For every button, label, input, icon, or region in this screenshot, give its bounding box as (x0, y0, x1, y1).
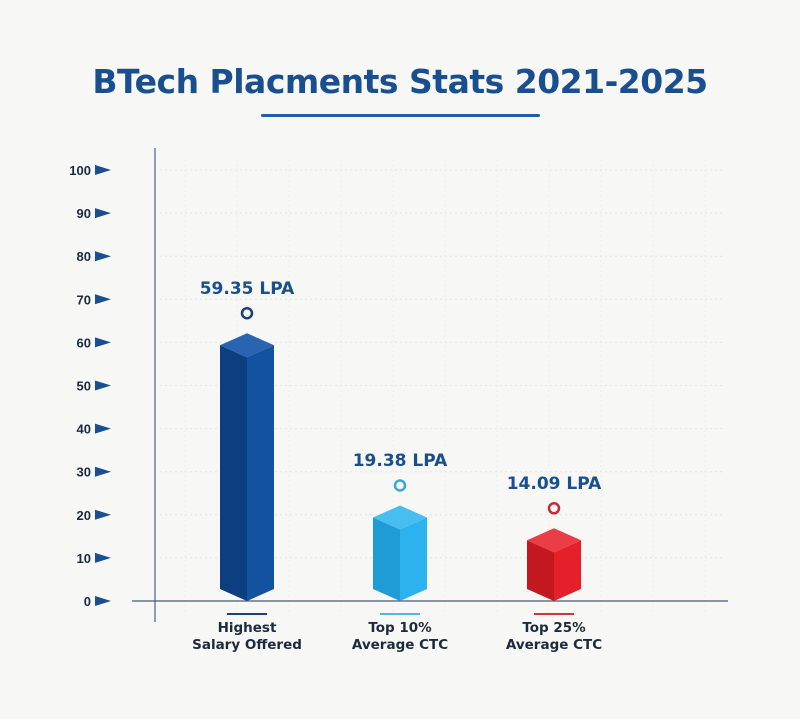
y-tick-label: 0 (84, 594, 91, 609)
bar-left-face (527, 540, 554, 601)
marker-circle-icon (547, 502, 561, 515)
category-color-line (380, 613, 420, 615)
tick-arrow-icon (95, 596, 111, 606)
bar-top-face (220, 333, 274, 358)
y-tick-label: 90 (77, 206, 91, 221)
tick-arrow-icon (95, 251, 111, 262)
y-tick-label: 50 (77, 379, 91, 394)
category-label-line2: Salary Offered (192, 637, 302, 653)
marker-circle-icon (393, 479, 407, 492)
bar-right-face (554, 540, 581, 601)
bars (220, 306, 581, 601)
title-underline (261, 114, 540, 117)
bar-right-face (247, 345, 274, 601)
tick-arrow-icon (95, 165, 111, 175)
category-label-line2: Average CTC (351, 637, 449, 653)
tick-arrow-icon (95, 337, 111, 348)
bar-left-face (220, 345, 247, 601)
x-category-label: Highest Salary Offered (167, 620, 327, 654)
y-tick-label: 40 (77, 422, 91, 437)
category-label-line2: Average CTC (505, 637, 603, 653)
axes (132, 148, 728, 622)
y-tick-label: 60 (77, 335, 91, 350)
y-axis-ticks: 0 10 20 30 40 50 60 70 80 90 100 (69, 163, 111, 609)
bar-top-face (373, 505, 427, 530)
tick-arrow-icon (95, 466, 111, 477)
y-tick-label: 70 (77, 292, 91, 307)
tick-arrow-icon (95, 208, 111, 219)
category-label-line1: Top 10% (368, 620, 432, 636)
x-category-label: Top 10% Average CTC (320, 620, 480, 654)
value-label: 59.35 LPA (199, 279, 295, 300)
tick-arrow-icon (95, 552, 111, 563)
value-label: 19.38 LPA (352, 451, 448, 472)
marker-circle-icon (240, 306, 254, 320)
bar-top-face (527, 528, 581, 553)
category-color-line (227, 613, 267, 615)
chart-title: BTech Placments Stats 2021-2025 (92, 62, 708, 101)
grid-lines (160, 160, 725, 615)
x-category-label: Top 25% Average CTC (474, 620, 634, 654)
tick-arrow-icon (95, 380, 111, 391)
y-tick-label: 30 (77, 465, 91, 480)
tick-arrow-icon (95, 294, 111, 305)
category-color-line (534, 613, 574, 615)
category-label-line1: Top 25% (522, 620, 586, 636)
y-tick-label: 100 (69, 163, 91, 178)
tick-arrow-icon (95, 423, 111, 434)
y-tick-label: 80 (77, 249, 91, 264)
tick-arrow-icon (95, 509, 111, 520)
value-label: 14.09 LPA (506, 474, 602, 495)
y-tick-label: 10 (77, 551, 91, 566)
y-tick-label: 20 (77, 508, 91, 523)
bar-right-face (400, 517, 427, 601)
category-label-line1: Highest (217, 620, 277, 636)
bar-left-face (373, 517, 400, 601)
